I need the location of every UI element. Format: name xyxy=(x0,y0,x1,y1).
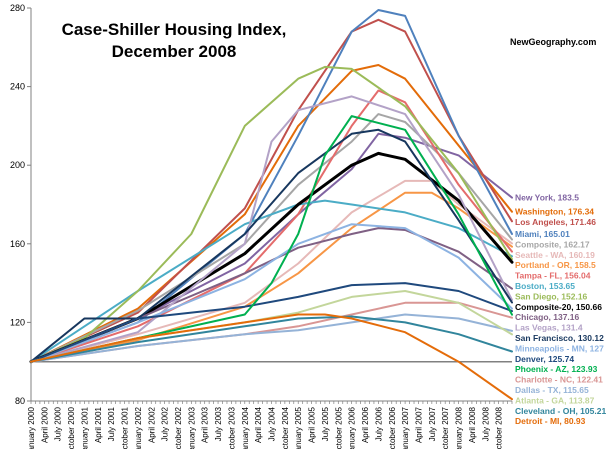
x-tick-label: April 2008 xyxy=(468,406,477,443)
x-tick-label: April 2005 xyxy=(308,406,317,443)
series-end-label: San Francisco, 130.12 xyxy=(515,333,604,343)
x-tick-label: October 2000 xyxy=(67,406,76,449)
series-lines xyxy=(29,9,514,401)
series-line xyxy=(30,18,513,363)
x-tick-label: April 2006 xyxy=(361,406,370,443)
series-line xyxy=(30,191,513,363)
series-line xyxy=(30,313,513,363)
x-tick-label: April 2004 xyxy=(254,406,263,443)
series-end-label: Seattle - WA, 160.19 xyxy=(515,250,595,260)
x-tick-label: January 2001 xyxy=(80,406,89,449)
x-tick-label: July 2001 xyxy=(107,406,116,441)
source-credit: NewGeography.com xyxy=(510,37,597,47)
series-end-label: Miami, 165.01 xyxy=(515,229,570,239)
series-end-label: San Diego, 152.16 xyxy=(515,291,588,301)
series-line xyxy=(30,115,513,363)
series-end-label: Composite-20, 150.66 xyxy=(515,302,602,312)
series-end-label: Detroit - MI, 80.93 xyxy=(515,416,586,426)
x-tick-label: July 2000 xyxy=(54,406,63,441)
chart-axes: 80 120 160 200 240 280 January 2000 April 2000 J… xyxy=(10,3,513,449)
series-end-label: Boston, 153.65 xyxy=(515,281,575,291)
x-tick-label: January 2007 xyxy=(401,406,410,449)
series-end-label: Phoenix - AZ, 123.93 xyxy=(515,364,598,374)
x-tick-label: October 2004 xyxy=(281,406,290,449)
series-line xyxy=(30,95,513,363)
series-end-label: Chicago, 137.16 xyxy=(515,312,580,322)
series-end-label: Charlotte - NC, 122.41 xyxy=(515,375,603,385)
x-tick-label: July 2002 xyxy=(161,406,170,441)
x-tick-label: April 2000 xyxy=(40,406,49,443)
series-end-label: Las Vegas, 131.4 xyxy=(515,323,583,333)
y-tick-label: 240 xyxy=(10,82,25,92)
series-line xyxy=(30,9,513,363)
x-tick-label: October 2002 xyxy=(174,406,183,449)
series-line xyxy=(30,313,513,401)
series-end-label: Dallas - TX, 115.65 xyxy=(515,385,589,395)
x-tick-label: January 2002 xyxy=(134,406,143,449)
x-tick-label: July 2008 xyxy=(481,406,490,441)
x-tick-label: April 2003 xyxy=(201,406,210,443)
x-tick-label: July 2003 xyxy=(214,406,223,441)
x-tick-label: July 2007 xyxy=(428,406,437,441)
y-tick-label: 120 xyxy=(10,317,25,327)
y-tick-label: 280 xyxy=(10,3,25,13)
series-end-label: Composite, 162.17 xyxy=(515,239,590,249)
x-tick-label: April 2007 xyxy=(414,406,423,443)
series-end-label: Denver, 125.74 xyxy=(515,354,574,364)
y-tick-label: 160 xyxy=(10,239,25,249)
x-tick-label: July 2006 xyxy=(374,406,383,441)
series-end-label: Atlanta - GA, 113.87 xyxy=(515,395,595,405)
x-tick-label: January 2008 xyxy=(455,406,464,449)
x-tick-label: October 2005 xyxy=(334,406,343,449)
x-tick-label: April 2002 xyxy=(147,406,156,443)
y-tick-label: 80 xyxy=(15,396,25,406)
series-line xyxy=(30,128,513,363)
series-end-label: Tampa - FL, 156.04 xyxy=(515,271,591,281)
series-line xyxy=(30,65,513,363)
x-tick-label: January 2003 xyxy=(187,406,196,449)
series-line xyxy=(30,315,513,363)
series-end-label: Cleveland - OH, 105.21 xyxy=(515,406,606,416)
y-tick-label: 200 xyxy=(10,160,25,170)
chart-title-line-2: December 2008 xyxy=(111,42,237,61)
x-tick-label: January 2005 xyxy=(294,406,303,449)
series-line xyxy=(30,223,513,363)
series-line xyxy=(30,199,513,363)
x-tick-label: July 2005 xyxy=(321,406,330,441)
chart-title-line-1: Case-Shiller Housing Index, xyxy=(61,20,287,39)
x-tick-label: October 2008 xyxy=(495,406,504,449)
series-line xyxy=(30,282,513,363)
x-tick-label: October 2006 xyxy=(388,406,397,449)
x-tick-label: October 2003 xyxy=(227,406,236,449)
series-end-label: Los Angeles, 171.46 xyxy=(515,217,596,227)
x-tick-label: January 2000 xyxy=(27,406,36,449)
x-tick-label: July 2004 xyxy=(268,406,277,441)
series-end-label: Portland - OR, 158.5 xyxy=(515,260,596,270)
x-tick-label: January 2004 xyxy=(241,406,250,449)
x-tick-label: January 2006 xyxy=(348,406,357,449)
x-tick-label: October 2007 xyxy=(441,406,450,449)
series-line xyxy=(30,179,513,363)
series-end-label: New York, 183.5 xyxy=(515,193,579,203)
x-tick-label: October 2001 xyxy=(121,406,130,449)
series-end-label: Minneapolis - MN, 127 xyxy=(515,343,604,353)
x-tick-label: April 2001 xyxy=(94,406,103,443)
series-end-label: Washington, 176.34 xyxy=(515,207,594,217)
